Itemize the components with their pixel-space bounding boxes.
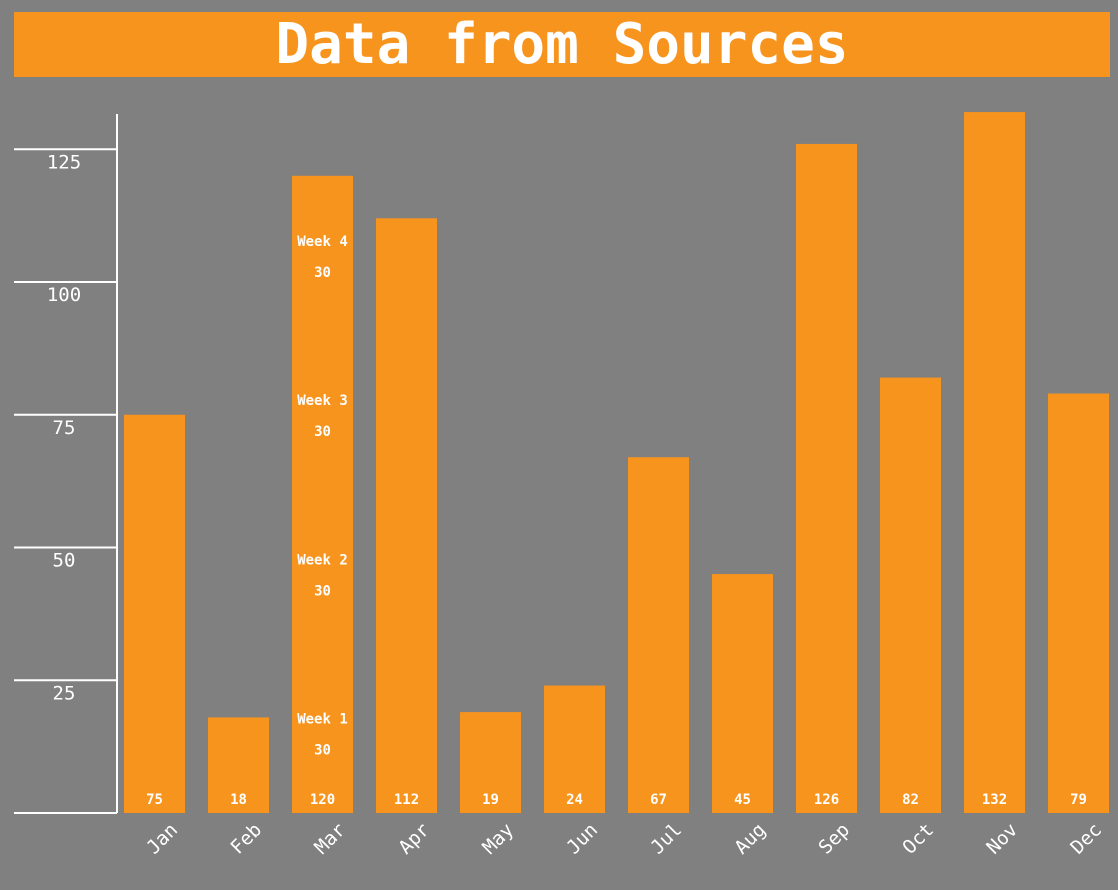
x-tick-label: Nov <box>982 819 1022 859</box>
segment-value-label: 30 <box>314 424 331 440</box>
x-tick-label: Oct <box>898 819 938 859</box>
segment-name-label: Week 3 <box>297 393 348 409</box>
title-banner: Data from Sources <box>14 12 1110 77</box>
segment-value-label: 30 <box>314 583 331 599</box>
x-tick-label: Dec <box>1066 819 1106 859</box>
x-tick-label: May <box>478 819 518 859</box>
bar <box>1048 393 1109 813</box>
segment-name-label: Week 1 <box>297 712 348 728</box>
bar <box>208 717 269 813</box>
y-tick-label: 25 <box>53 682 76 704</box>
bar <box>880 377 941 813</box>
segment-value-label: 30 <box>314 743 331 759</box>
bar <box>376 218 437 813</box>
bar <box>544 685 605 813</box>
bar-value-label: 132 <box>982 792 1007 808</box>
bar-value-label: 19 <box>482 792 499 808</box>
bar <box>292 175 353 814</box>
bar-value-label: 120 <box>310 792 335 808</box>
bar <box>460 712 521 813</box>
segment-name-label: Week 4 <box>297 234 348 250</box>
bar-value-label: 126 <box>814 792 839 808</box>
bar <box>964 112 1025 813</box>
x-tick-label: Jun <box>562 819 602 859</box>
segment-value-label: 30 <box>314 265 331 281</box>
x-tick-label: Jan <box>142 819 182 859</box>
bar-value-label: 67 <box>650 792 667 808</box>
bar-value-label: 24 <box>566 792 583 808</box>
bar <box>124 414 185 813</box>
x-tick-label: Mar <box>310 819 350 859</box>
bar-value-label: 79 <box>1070 792 1087 808</box>
bar-value-label: 112 <box>394 792 419 808</box>
bar <box>796 143 857 813</box>
y-tick-label: 75 <box>53 417 76 439</box>
bar <box>712 574 773 813</box>
x-tick-label: Apr <box>394 819 434 859</box>
chart-title: Data from Sources <box>275 11 849 77</box>
bar <box>628 457 689 813</box>
bar-value-label: 75 <box>146 792 163 808</box>
segment-name-label: Week 2 <box>297 552 348 568</box>
y-tick-label: 100 <box>47 284 81 306</box>
bar-value-label: 18 <box>230 792 247 808</box>
x-tick-label: Jul <box>646 819 686 859</box>
y-tick-label: 50 <box>53 550 76 572</box>
y-tick-label: 125 <box>47 151 81 173</box>
bar-value-label: 82 <box>902 792 919 808</box>
x-tick-label: Feb <box>226 819 266 859</box>
x-tick-label: Sep <box>814 819 854 859</box>
x-tick-label: Aug <box>730 819 770 859</box>
bar-value-label: 45 <box>734 792 751 808</box>
